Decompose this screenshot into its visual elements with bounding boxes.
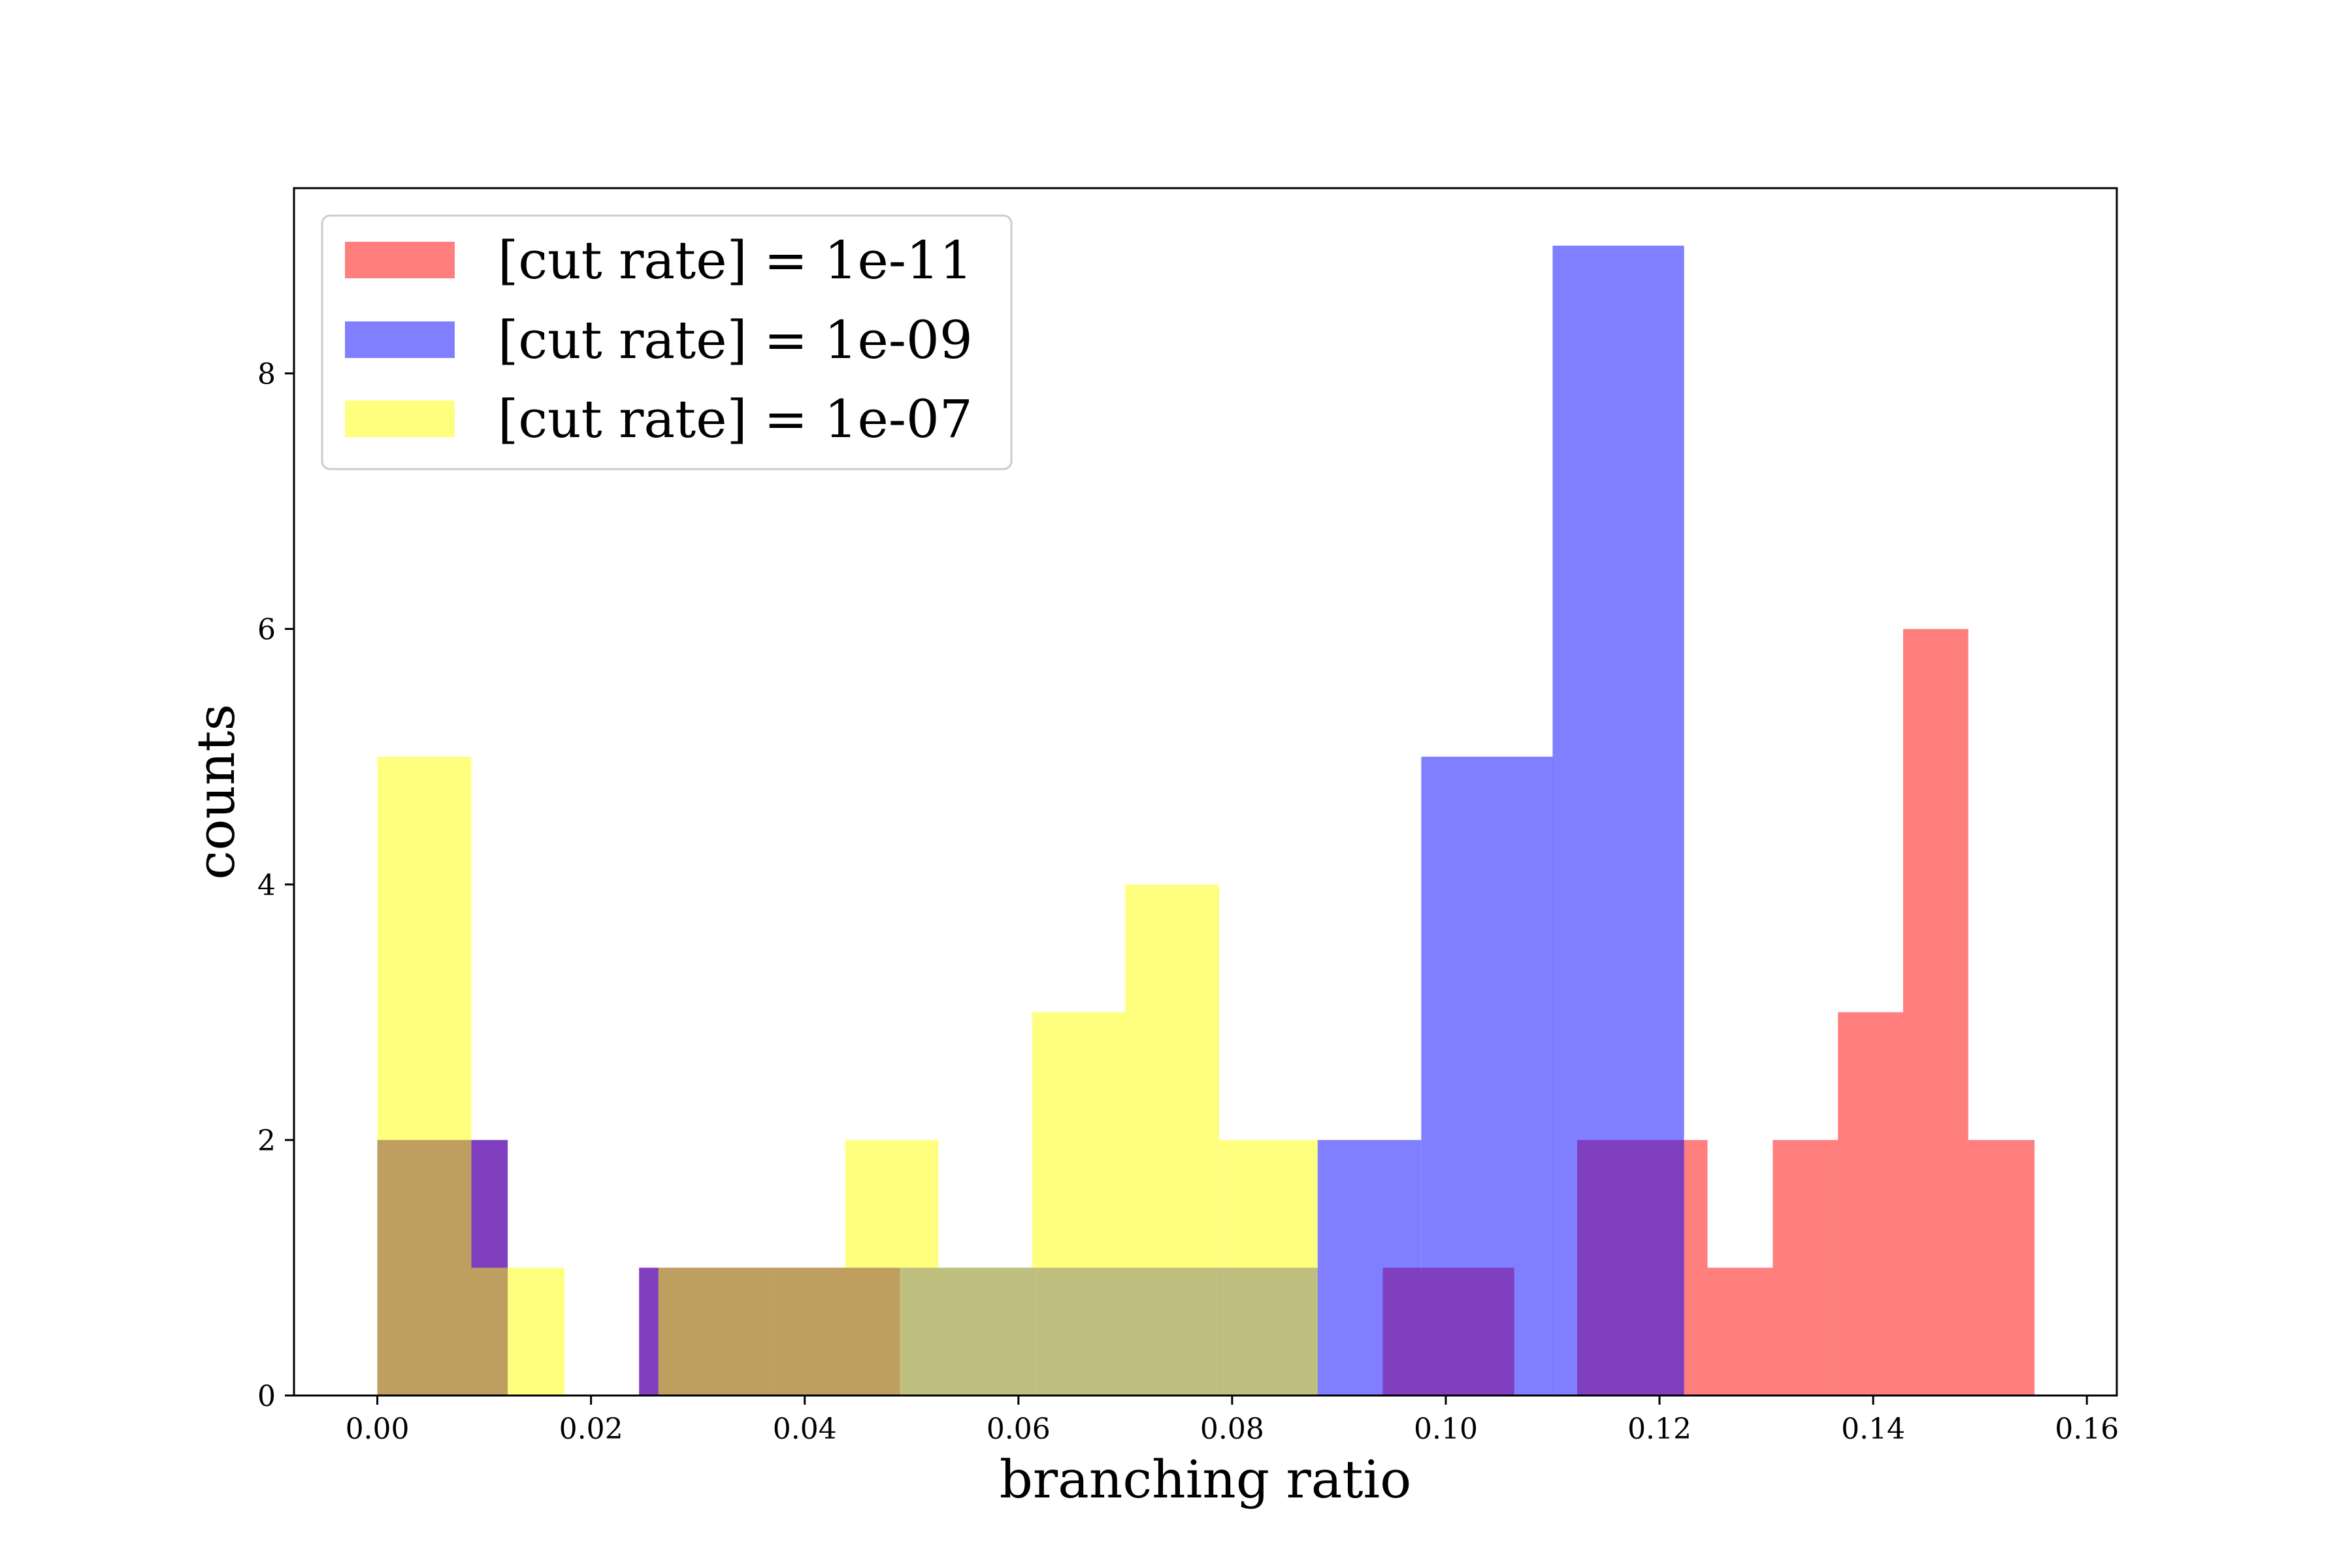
- bar-series-2-bin-9: [1219, 1139, 1318, 1396]
- x-tick-label: 0.02: [559, 1413, 623, 1446]
- x-tick-label: 0.04: [773, 1413, 837, 1446]
- histogram-bars: [377, 246, 2035, 1396]
- x-tick-label: 0.08: [1200, 1413, 1264, 1446]
- x-axis-ticks: 0.00 0.02 0.04 0.06 0.08 0.10 0.12 0.14 0.16: [346, 1396, 2119, 1446]
- bar-series-2-bin-1: [471, 1267, 508, 1396]
- x-tick-label: 0.14: [1841, 1413, 1905, 1446]
- legend: [cut rate] = 1e-11 [cut rate] = 1e-09 [cut…: [321, 214, 1013, 470]
- bar-series-2-bin-0: [377, 757, 472, 1396]
- y-axis-ticks: 0 2 4 6 8: [257, 358, 294, 1413]
- y-axis-label: counts: [186, 704, 246, 879]
- bar-series-1-bin-4: [1317, 1139, 1422, 1396]
- legend-frame: [321, 214, 1013, 470]
- bar-series-0-bin-14: [1903, 629, 1968, 1396]
- legend-swatch-2: [345, 400, 455, 437]
- bar-series-0-bin-13: [1838, 1012, 1903, 1396]
- bar-series-2-bin-7: [1032, 1012, 1126, 1396]
- y-tick-label: 0: [257, 1380, 276, 1413]
- x-axis-label: branching ratio: [1000, 1449, 1412, 1510]
- bar-series-1-bin-6: [1552, 246, 1684, 1396]
- legend-label-0: [cut rate] = 1e-11: [498, 230, 973, 291]
- y-tick-label: 2: [257, 1124, 276, 1158]
- y-tick-label: 4: [257, 869, 276, 902]
- x-tick-label: 0.16: [2055, 1413, 2119, 1446]
- bar-series-2-bin-8: [1125, 884, 1220, 1396]
- y-tick-label: 8: [257, 358, 276, 391]
- bar-series-1-bin-5: [1421, 757, 1553, 1396]
- x-tick-label: 0.10: [1414, 1413, 1478, 1446]
- x-tick-label: 0.00: [346, 1413, 410, 1446]
- x-tick-label: 0.06: [987, 1413, 1051, 1446]
- legend-swatch-1: [345, 321, 455, 358]
- bar-series-2-bin-4: [658, 1267, 845, 1396]
- y-tick-label: 6: [257, 613, 276, 647]
- legend-swatch-0: [345, 242, 455, 278]
- plot-frame: [293, 187, 2118, 1397]
- legend-label-2: [cut rate] = 1e-07: [498, 389, 973, 449]
- bar-series-2-bin-6: [938, 1267, 1032, 1396]
- bar-series-0-bin-15: [1968, 1139, 2035, 1396]
- bar-series-0-bin-12: [1772, 1139, 1838, 1396]
- bar-series-0-bin-11: [1707, 1267, 1773, 1396]
- bar-series-2-bin-2: [508, 1267, 564, 1396]
- bar-series-2-bin-5: [845, 1139, 939, 1396]
- legend-label-1: [cut rate] = 1e-09: [498, 310, 973, 370]
- x-tick-label: 0.12: [1627, 1413, 1691, 1446]
